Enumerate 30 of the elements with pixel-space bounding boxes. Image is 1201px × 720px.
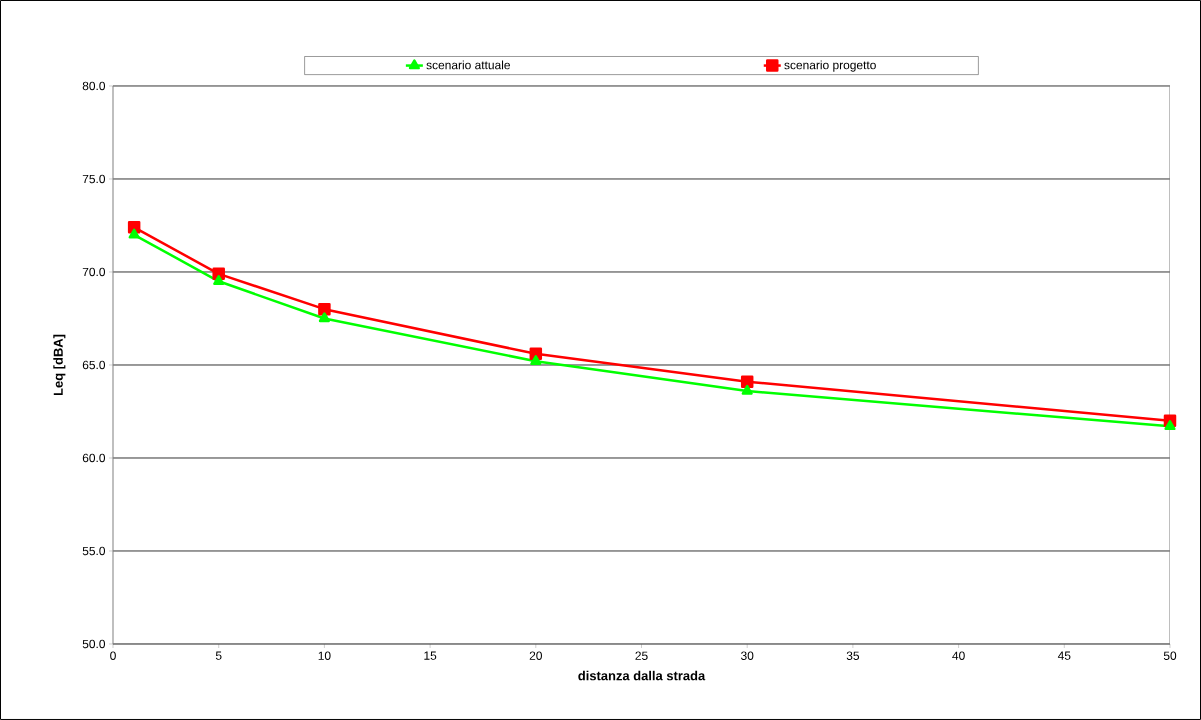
- y-axis-title: Leq [dBA]: [53, 334, 66, 396]
- y-tick-label: 60.0: [82, 453, 106, 463]
- point: [128, 228, 140, 239]
- x-tick-label: 30: [741, 651, 754, 660]
- x-tick-label: 20: [529, 651, 542, 660]
- x-tick-label: 40: [952, 651, 965, 660]
- point: [213, 275, 225, 286]
- x-tick-label: 25: [635, 651, 648, 660]
- point: [1164, 420, 1176, 431]
- y-tick-label: 55.0: [82, 546, 106, 556]
- x-axis-title: distanza dalla strada: [578, 670, 706, 681]
- y-tick-label: 70.0: [82, 267, 106, 277]
- point: [318, 302, 331, 316]
- x-tick-label: 35: [846, 651, 860, 660]
- point: [740, 375, 754, 388]
- legend-label: scenario attuale: [426, 60, 510, 70]
- point: [530, 355, 542, 366]
- y-tick-label: 80.0: [82, 81, 106, 91]
- x-tick-label: 15: [424, 651, 437, 660]
- x-tick-label: 45: [1057, 651, 1071, 660]
- x-tick-label: 0: [110, 651, 116, 660]
- y-tick-label: 65.0: [82, 360, 106, 370]
- legend-label: scenario progetto: [784, 60, 876, 72]
- y-tick-label: 75.0: [82, 174, 106, 184]
- point: [741, 384, 753, 395]
- point: [318, 312, 330, 323]
- x-tick-label: 50: [1163, 651, 1177, 660]
- y-tick-label: 50.0: [82, 639, 106, 649]
- x-tick-label: 5: [215, 651, 222, 660]
- x-tick-label: 10: [318, 651, 331, 660]
